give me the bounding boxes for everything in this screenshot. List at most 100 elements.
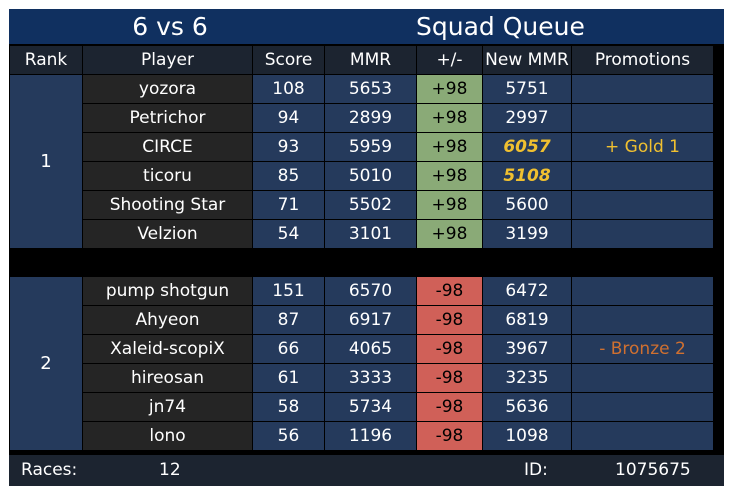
col-header-rank: Rank	[9, 45, 83, 75]
mmr-table-card: 6 vs 6 Squad Queue Rank Player Score MMR…	[9, 9, 724, 486]
player-name: ticoru	[82, 161, 253, 191]
races-label: Races:	[21, 460, 78, 480]
player-promotion	[571, 392, 714, 422]
player-promotion	[571, 305, 714, 335]
player-promotion	[571, 421, 714, 451]
mmr-delta: -98	[416, 305, 483, 335]
mmr-delta: +98	[416, 219, 483, 249]
player-new-mmr: 3967	[482, 334, 572, 364]
mmr-delta: -98	[416, 421, 483, 451]
player-name: yozora	[82, 74, 253, 104]
player-row: hireosan 61 3333 -98 3235	[10, 363, 714, 393]
player-score: 66	[252, 334, 325, 364]
player-mmr: 3101	[324, 219, 417, 249]
mmr-delta: -98	[416, 276, 483, 306]
player-new-mmr: 5600	[482, 190, 572, 220]
player-row: Xaleid-scopiX 66 4065 -98 3967- Bronze 2	[10, 334, 714, 364]
player-row: Shooting Star 71 5502 +98 5600	[10, 190, 714, 220]
player-row: Velzion 54 3101 +98 3199	[10, 219, 714, 249]
promotion-label: - Bronze 2	[571, 334, 714, 364]
player-new-mmr: 3235	[482, 363, 572, 393]
player-score: 87	[252, 305, 325, 335]
races-value: 12	[159, 460, 181, 480]
format-title: 6 vs 6	[132, 12, 208, 41]
player-new-mmr: 3199	[482, 219, 572, 249]
player-score: 61	[252, 363, 325, 393]
mmr-delta: -98	[416, 363, 483, 393]
player-mmr: 1196	[324, 421, 417, 451]
results-table: Rank Player Score MMR +/- New MMR Promot…	[9, 45, 714, 451]
id-label: ID:	[524, 460, 548, 480]
mmr-delta: +98	[416, 161, 483, 191]
player-row: Petrichor 94 2899 +98 2997	[10, 103, 714, 133]
col-header-promotions: Promotions	[571, 45, 714, 75]
player-mmr: 6917	[324, 305, 417, 335]
mode-title: Squad Queue	[416, 12, 585, 41]
player-mmr: 5734	[324, 392, 417, 422]
player-new-mmr: 2997	[482, 103, 572, 133]
player-mmr: 2899	[324, 103, 417, 133]
player-score: 151	[252, 276, 325, 306]
player-mmr: 5502	[324, 190, 417, 220]
player-score: 85	[252, 161, 325, 191]
player-new-mmr: 5108	[482, 161, 572, 191]
player-name: Xaleid-scopiX	[82, 334, 253, 364]
player-name: Ahyeon	[82, 305, 253, 335]
player-row: 2 pump shotgun 151 6570 -98 6472	[9, 276, 714, 451]
player-row: lono 56 1196 -98 1098	[10, 421, 714, 451]
player-mmr: 6570	[324, 276, 417, 306]
player-mmr: 5959	[324, 132, 417, 162]
player-new-mmr: 6472	[482, 276, 572, 306]
player-mmr: 4065	[324, 334, 417, 364]
player-promotion	[571, 276, 714, 306]
player-row: 1 yozora 108 5653 +98 5751	[9, 74, 714, 249]
player-promotion	[571, 363, 714, 393]
player-name: CIRCE	[82, 132, 253, 162]
team-rank: 1	[9, 74, 83, 249]
col-header-new-mmr: New MMR	[482, 45, 572, 75]
player-promotion	[571, 103, 714, 133]
player-mmr: 5010	[324, 161, 417, 191]
col-header-mmr: MMR	[324, 45, 417, 75]
player-row: jn74 58 5734 -98 5636	[10, 392, 714, 422]
player-new-mmr: 1098	[482, 421, 572, 451]
player-name: Petrichor	[82, 103, 253, 133]
mmr-delta: -98	[416, 392, 483, 422]
player-new-mmr: 5751	[482, 74, 572, 104]
mmr-delta: +98	[416, 132, 483, 162]
player-score: 94	[252, 103, 325, 133]
player-mmr: 5653	[324, 74, 417, 104]
title-bar: 6 vs 6 Squad Queue	[9, 9, 724, 44]
player-new-mmr: 5636	[482, 392, 572, 422]
player-promotion	[571, 219, 714, 249]
player-mmr: 3333	[324, 363, 417, 393]
mmr-delta: +98	[416, 74, 483, 104]
promotion-label: + Gold 1	[571, 132, 714, 162]
footer-bar: Races: 12 ID: 1075675	[9, 455, 724, 486]
player-score: 108	[252, 74, 325, 104]
player-name: hireosan	[82, 363, 253, 393]
player-row: ticoru 85 5010 +98 5108	[10, 161, 714, 191]
team-rank: 2	[9, 276, 83, 451]
player-name: Velzion	[82, 219, 253, 249]
player-name: jn74	[82, 392, 253, 422]
player-score: 93	[252, 132, 325, 162]
team-separator	[9, 248, 714, 277]
player-promotion	[571, 74, 714, 104]
col-header-player: Player	[82, 45, 253, 75]
player-name: Shooting Star	[82, 190, 253, 220]
player-name: lono	[82, 421, 253, 451]
player-row: CIRCE 93 5959 +98 6057 + Gold 1	[10, 132, 714, 162]
col-header-score: Score	[252, 45, 325, 75]
id-value: 1075675	[615, 460, 691, 480]
player-new-mmr: 6057	[482, 132, 572, 162]
player-promotion	[571, 161, 714, 191]
mmr-delta: +98	[416, 190, 483, 220]
mmr-delta: -98	[416, 334, 483, 364]
player-score: 54	[252, 219, 325, 249]
mmr-delta: +98	[416, 103, 483, 133]
player-score: 56	[252, 421, 325, 451]
player-score: 58	[252, 392, 325, 422]
player-promotion	[571, 190, 714, 220]
col-header-delta: +/-	[416, 45, 483, 75]
